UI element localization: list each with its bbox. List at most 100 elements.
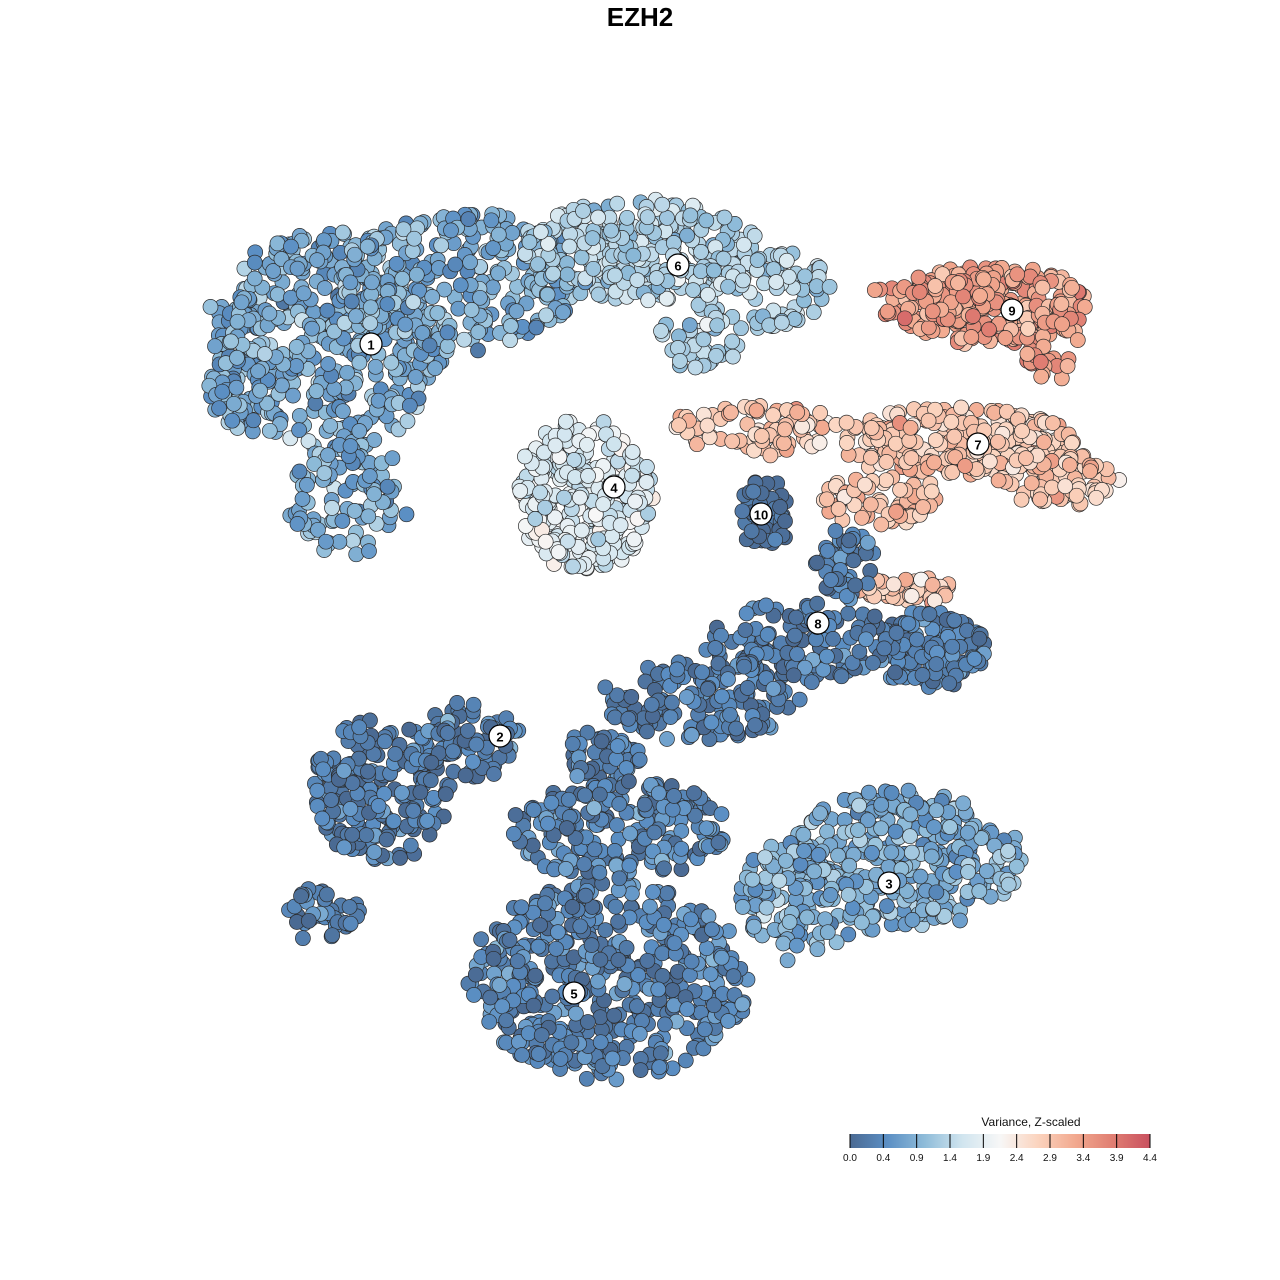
cell-point (946, 612, 963, 629)
cluster-label-text: 9 (1008, 304, 1015, 319)
cell-point (483, 212, 500, 229)
cell-point (883, 844, 900, 861)
cell-point (765, 261, 782, 278)
cell-point (207, 338, 223, 355)
cell-point (388, 255, 405, 272)
cell-point (437, 786, 454, 803)
cell-point (833, 668, 850, 685)
cell-point (378, 831, 395, 848)
cell-point (713, 949, 730, 966)
cell-point (408, 266, 425, 283)
cell-point (653, 323, 669, 339)
legend-tick-label: 1.9 (976, 1153, 990, 1164)
cell-point (1064, 435, 1080, 451)
cell-point (586, 800, 602, 817)
cell-point (465, 753, 481, 770)
cell-point (609, 817, 625, 833)
cell-point (963, 329, 980, 345)
cell-point (288, 358, 305, 374)
cell-point (318, 533, 334, 550)
cell-point (358, 827, 375, 843)
cell-point (530, 1046, 547, 1062)
cell-point (567, 469, 583, 486)
cell-point (975, 271, 992, 288)
cell-point (739, 680, 756, 696)
cell-point (344, 533, 361, 549)
cell-point (888, 503, 904, 520)
cell-point (450, 300, 467, 317)
cell-point (659, 731, 675, 747)
cell-point (654, 196, 671, 213)
cell-point (640, 292, 657, 309)
cell-point (346, 503, 363, 519)
cell-point (892, 481, 908, 498)
cell-point (252, 382, 268, 399)
cell-point (336, 839, 353, 856)
cell-point (572, 918, 589, 935)
cell-point (592, 1034, 609, 1051)
cell-point (696, 1021, 713, 1038)
legend-color-bar (850, 1134, 1150, 1148)
cell-point (839, 435, 855, 451)
cell-point (269, 286, 286, 303)
cell-point (564, 736, 581, 752)
cell-point (320, 447, 336, 463)
cell-point (915, 499, 931, 515)
cell-point (370, 798, 387, 814)
cell-point (626, 531, 642, 548)
color-legend: Variance, Z-scaled 0.0 0.4 0.9 1.4 1.9 2.4 2.9… (843, 1115, 1157, 1164)
cell-point (822, 887, 839, 903)
cluster-label-1: 1 (359, 332, 383, 356)
cell-point (274, 377, 290, 394)
cell-point (334, 224, 351, 241)
cell-point (1023, 475, 1040, 492)
cell-point (306, 456, 323, 472)
cell-point (981, 321, 997, 338)
cell-point (250, 363, 266, 380)
cell-point (351, 354, 368, 371)
cell-point (873, 796, 890, 813)
cell-point (941, 675, 958, 692)
cell-point (955, 795, 972, 812)
cell-point (885, 576, 902, 593)
cluster-label-text: 10 (754, 508, 768, 523)
cell-point (456, 331, 472, 348)
cell-point (384, 450, 401, 467)
cell-point (309, 782, 326, 799)
cell-point (666, 935, 683, 952)
legend-tick-label: 4.4 (1143, 1153, 1157, 1164)
cell-point (595, 496, 612, 513)
cell-point (707, 640, 724, 656)
cell-point (953, 399, 969, 416)
cell-point (1014, 423, 1030, 439)
points-layer (201, 191, 1128, 1088)
cell-point (517, 448, 533, 465)
cell-point (423, 754, 440, 771)
cell-point (819, 648, 835, 665)
legend-tick-label: 0.0 (843, 1153, 857, 1164)
cell-point (501, 932, 518, 948)
cell-point (324, 927, 341, 944)
cell-point (903, 450, 920, 466)
cell-point (548, 940, 564, 957)
cell-point (643, 696, 660, 713)
legend-tick-label: 3.4 (1076, 1153, 1090, 1164)
cell-point (853, 914, 870, 931)
cell-point (776, 421, 793, 438)
cell-point (342, 801, 359, 817)
cell-point (1064, 279, 1080, 296)
cell-point (550, 924, 566, 940)
cell-point (902, 419, 919, 436)
cell-point (609, 195, 626, 212)
cell-point (669, 661, 685, 678)
cell-point (457, 767, 474, 784)
cell-point (508, 303, 525, 320)
cell-point (590, 286, 607, 303)
cell-point (1018, 450, 1034, 466)
cell-point (473, 931, 489, 948)
cell-point (407, 369, 424, 385)
cell-point (714, 688, 730, 705)
cell-point (622, 825, 638, 842)
cell-point (486, 766, 502, 782)
cell-point (401, 397, 418, 414)
